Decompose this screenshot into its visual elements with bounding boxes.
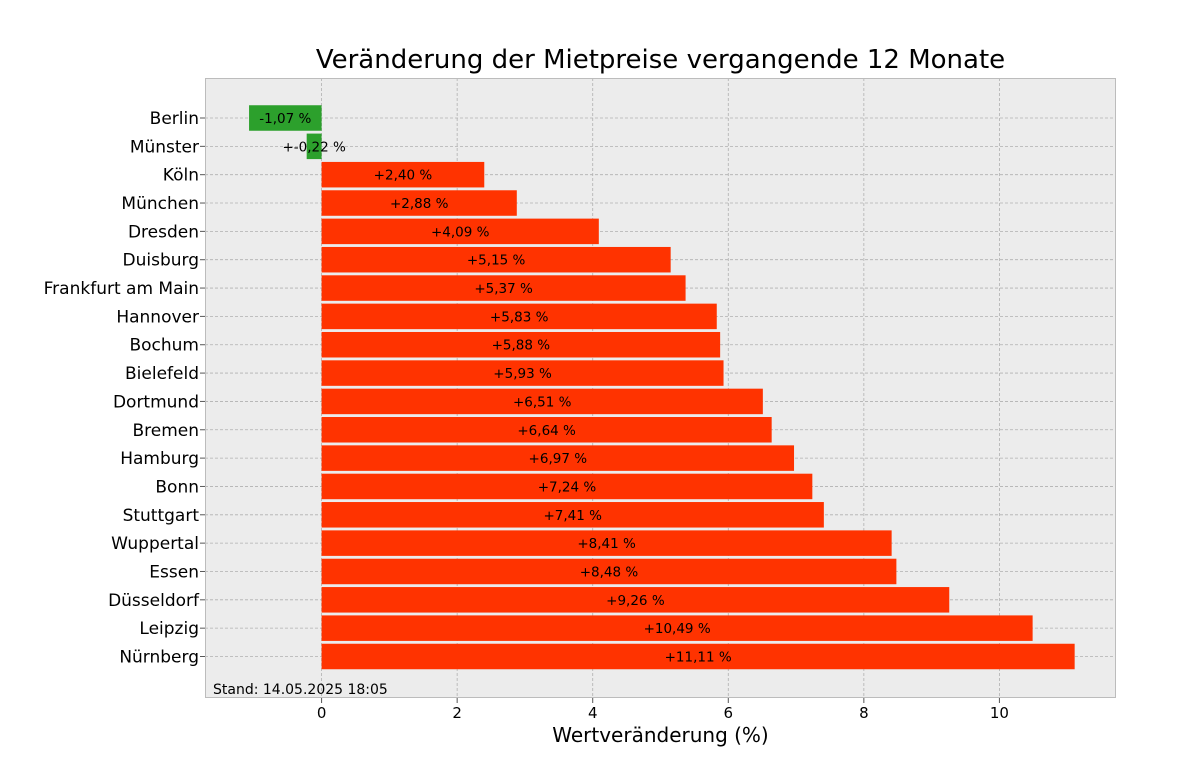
bar xyxy=(321,331,721,358)
category-label: Duisburg xyxy=(123,251,200,271)
bar xyxy=(321,388,763,415)
x-tick-label: 2 xyxy=(452,704,462,722)
bar xyxy=(321,190,517,216)
category-label: Berlin xyxy=(150,109,199,129)
bar-value-label: +9,26 % xyxy=(606,593,665,609)
bar-value-label: +6,64 % xyxy=(517,423,576,439)
category-label: Bonn xyxy=(155,477,199,497)
category-label: Frankfurt am Main xyxy=(44,279,199,299)
bar-value-label: +5,88 % xyxy=(492,338,551,354)
bar-value-label: +5,15 % xyxy=(467,253,526,269)
bar xyxy=(321,530,892,556)
bars xyxy=(249,105,1075,670)
category-label: Wuppertal xyxy=(111,534,199,554)
category-axis: Berlin Münster Köln München Dresden Duisburg F… xyxy=(44,109,205,668)
category-label: Leipzig xyxy=(139,619,199,639)
category-label: München xyxy=(121,194,199,214)
bar-value-label: +7,41 % xyxy=(543,508,602,524)
category-label: Stuttgart xyxy=(123,506,200,526)
bar-value-label: -1,07 % xyxy=(259,111,311,127)
bar xyxy=(321,303,717,330)
bar-value-label: +8,41 % xyxy=(577,536,636,552)
bar-value-label: +4,09 % xyxy=(431,224,490,240)
bar-value-label: +5,93 % xyxy=(493,366,552,382)
x-tick-label: 0 xyxy=(317,704,327,722)
bar-value-label: +7,24 % xyxy=(538,479,597,495)
plot-frame xyxy=(205,78,1116,698)
bar-value-label: +-0,22 % xyxy=(282,139,346,155)
bar xyxy=(306,133,322,160)
bar xyxy=(321,417,772,443)
x-tick-label: 4 xyxy=(588,704,598,722)
x-tick-label: 8 xyxy=(859,704,869,722)
stand-annotation: Stand: 14.05.2025 18:05 xyxy=(213,682,388,698)
bar xyxy=(321,445,795,471)
chart-title: Veränderung der Mietpreise vergangende 1… xyxy=(316,45,1005,75)
bar xyxy=(321,643,1075,670)
category-label: Köln xyxy=(163,166,199,186)
category-label: Hannover xyxy=(116,307,199,327)
category-label: Bochum xyxy=(129,336,199,356)
category-label: Essen xyxy=(149,562,199,582)
bar xyxy=(321,360,724,386)
bar-value-label: +6,51 % xyxy=(513,394,572,410)
data-labels: -1,07 % +-0,22 % +2,40 % +2,88 % +4,09 % +5,1… xyxy=(259,111,732,666)
bar-value-label: +5,37 % xyxy=(474,281,533,297)
bar-value-label: +8,48 % xyxy=(580,564,639,580)
value-axis: 0 2 4 6 8 10 xyxy=(317,698,1009,722)
category-label: Bielefeld xyxy=(125,364,199,384)
category-label: Bremen xyxy=(132,421,199,441)
category-label: Düsseldorf xyxy=(108,591,200,611)
x-tick-label: 6 xyxy=(724,704,734,722)
x-tick-label: 10 xyxy=(990,704,1009,722)
bar xyxy=(321,502,824,528)
category-label: Nürnberg xyxy=(119,648,199,668)
bar xyxy=(321,587,950,613)
bar-value-label: +11,11 % xyxy=(665,650,732,666)
bar xyxy=(321,218,599,245)
bar-value-label: +2,88 % xyxy=(390,196,449,212)
bar xyxy=(321,473,813,500)
category-label: Hamburg xyxy=(120,449,199,469)
x-axis-label: Wertveränderung (%) xyxy=(552,723,769,747)
bar xyxy=(321,246,671,273)
bar xyxy=(321,615,1033,641)
bar-value-label: +5,83 % xyxy=(490,309,549,325)
bar-value-label: +6,97 % xyxy=(529,451,588,467)
category-label: Dresden xyxy=(128,222,199,242)
category-label: Dortmund xyxy=(113,392,199,412)
category-label: Münster xyxy=(130,137,199,157)
bar xyxy=(249,105,322,131)
bar-value-label: +2,40 % xyxy=(374,168,433,184)
bar-value-label: +10,49 % xyxy=(644,621,711,637)
bar xyxy=(321,161,485,188)
bar xyxy=(321,558,897,585)
bar xyxy=(321,275,686,301)
